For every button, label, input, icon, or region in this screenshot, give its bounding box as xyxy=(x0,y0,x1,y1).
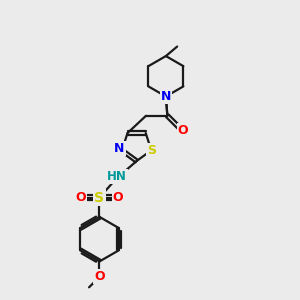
Text: N: N xyxy=(114,142,125,155)
Text: O: O xyxy=(76,191,86,204)
Text: S: S xyxy=(147,144,156,157)
Text: O: O xyxy=(178,124,188,137)
Text: S: S xyxy=(94,190,104,205)
Text: N: N xyxy=(161,90,171,103)
Text: O: O xyxy=(112,191,123,204)
Text: HN: HN xyxy=(107,170,127,183)
Text: O: O xyxy=(94,270,105,284)
